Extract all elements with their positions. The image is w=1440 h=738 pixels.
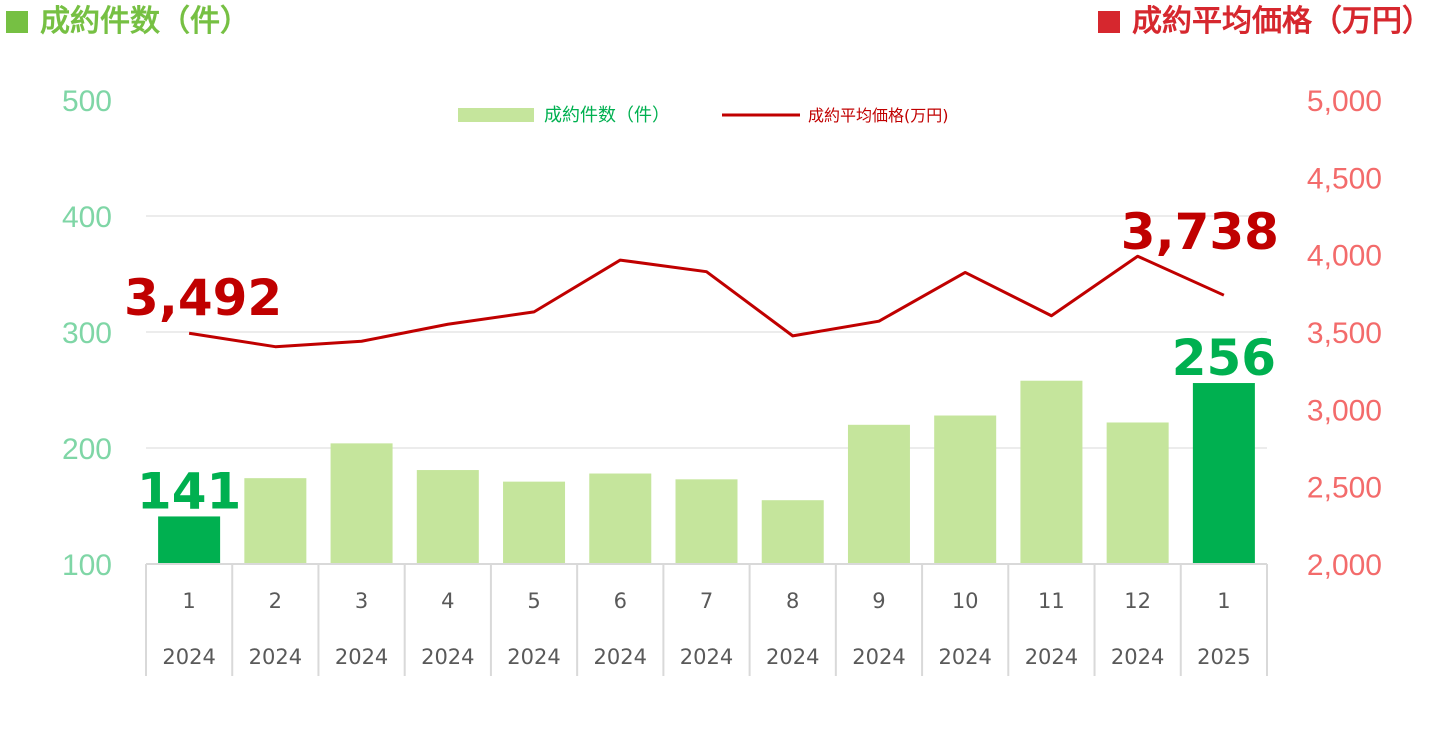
legend-line-label: 成約平均価格(万円) (808, 106, 949, 125)
category-month-label: 6 (614, 589, 627, 613)
category-month-label: 11 (1038, 589, 1065, 613)
right-axis-title: 成約平均価格（万円） (1098, 2, 1432, 42)
category-year-label: 2024 (1111, 645, 1164, 669)
bar (847, 424, 910, 564)
category-year-label: 2024 (766, 645, 819, 669)
count-label-last: 256 (1172, 329, 1276, 387)
category-year-label: 2024 (421, 645, 474, 669)
green-square-icon (6, 11, 28, 33)
left-tick-label: 400 (62, 201, 112, 234)
bar (1106, 422, 1169, 564)
line-series (188, 254, 1225, 349)
right-tick-label: 2,000 (1307, 549, 1382, 582)
right-axis-ticks: 5,000 4,500 4,000 3,500 3,000 2,500 2,000 (1307, 85, 1382, 582)
legend: 成約件数（件） 成約平均価格(万円) (458, 105, 949, 126)
left-tick-label: 200 (62, 433, 112, 466)
category-year-label: 2024 (162, 645, 215, 669)
bar (330, 443, 393, 564)
category-year-label: 2024 (852, 645, 905, 669)
category-year-label: 2024 (507, 645, 560, 669)
category-axis: 1 2024 2 2024 3 2024 4 2024 5 2024 6 2024 7 2024 8 2024… (145, 563, 1268, 676)
category-month-label: 12 (1124, 589, 1151, 613)
category-year-label: 2024 (1025, 645, 1078, 669)
right-tick-label: 4,500 (1307, 162, 1382, 195)
price-label-first: 3,492 (124, 269, 282, 327)
count-label-first: 141 (137, 462, 241, 520)
gridlines (146, 215, 1267, 449)
legend-bar-label: 成約件数（件） (544, 105, 670, 126)
left-axis-title-text: 成約件数（件） (40, 4, 250, 39)
legend-bar-swatch (458, 108, 534, 122)
bar (416, 470, 479, 564)
category-year-label: 2024 (594, 645, 647, 669)
right-tick-label: 4,000 (1307, 240, 1382, 273)
bar (589, 473, 652, 564)
right-tick-label: 3,500 (1307, 317, 1382, 350)
bar (934, 415, 997, 564)
category-month-label: 7 (700, 589, 713, 613)
left-axis-title: 成約件数（件） (6, 2, 250, 42)
left-tick-label: 300 (62, 317, 112, 350)
right-tick-label: 3,000 (1307, 394, 1382, 427)
left-axis-ticks: 500 400 300 200 100 (62, 85, 112, 582)
right-tick-label: 2,500 (1307, 472, 1382, 505)
category-year-label: 2025 (1197, 645, 1250, 669)
bar (1192, 383, 1255, 564)
left-tick-label: 500 (62, 85, 112, 118)
bar (503, 481, 566, 564)
bar (761, 500, 824, 564)
category-year-label: 2024 (335, 645, 388, 669)
red-square-icon (1098, 11, 1120, 33)
category-year-label: 2024 (938, 645, 991, 669)
bar (158, 516, 221, 564)
bar-series (158, 380, 1255, 564)
category-month-label: 3 (355, 589, 368, 613)
category-month-label: 2 (269, 589, 282, 613)
category-month-label: 8 (786, 589, 799, 613)
bar (1020, 380, 1083, 564)
left-tick-label: 100 (62, 549, 112, 582)
category-month-label: 10 (952, 589, 979, 613)
bar (244, 478, 307, 564)
category-month-label: 4 (441, 589, 454, 613)
right-tick-label: 5,000 (1307, 85, 1382, 118)
right-axis-title-text: 成約平均価格（万円） (1132, 4, 1432, 39)
category-month-label: 9 (872, 589, 885, 613)
bar (675, 479, 738, 564)
category-month-label: 5 (527, 589, 540, 613)
category-year-label: 2024 (680, 645, 733, 669)
category-year-label: 2024 (249, 645, 302, 669)
price-label-last: 3,738 (1121, 203, 1279, 261)
category-month-label: 1 (1217, 589, 1230, 613)
category-month-label: 1 (182, 589, 195, 613)
price-line (188, 254, 1225, 349)
data-labels: 141 256 3,492 3,738 (124, 203, 1279, 520)
